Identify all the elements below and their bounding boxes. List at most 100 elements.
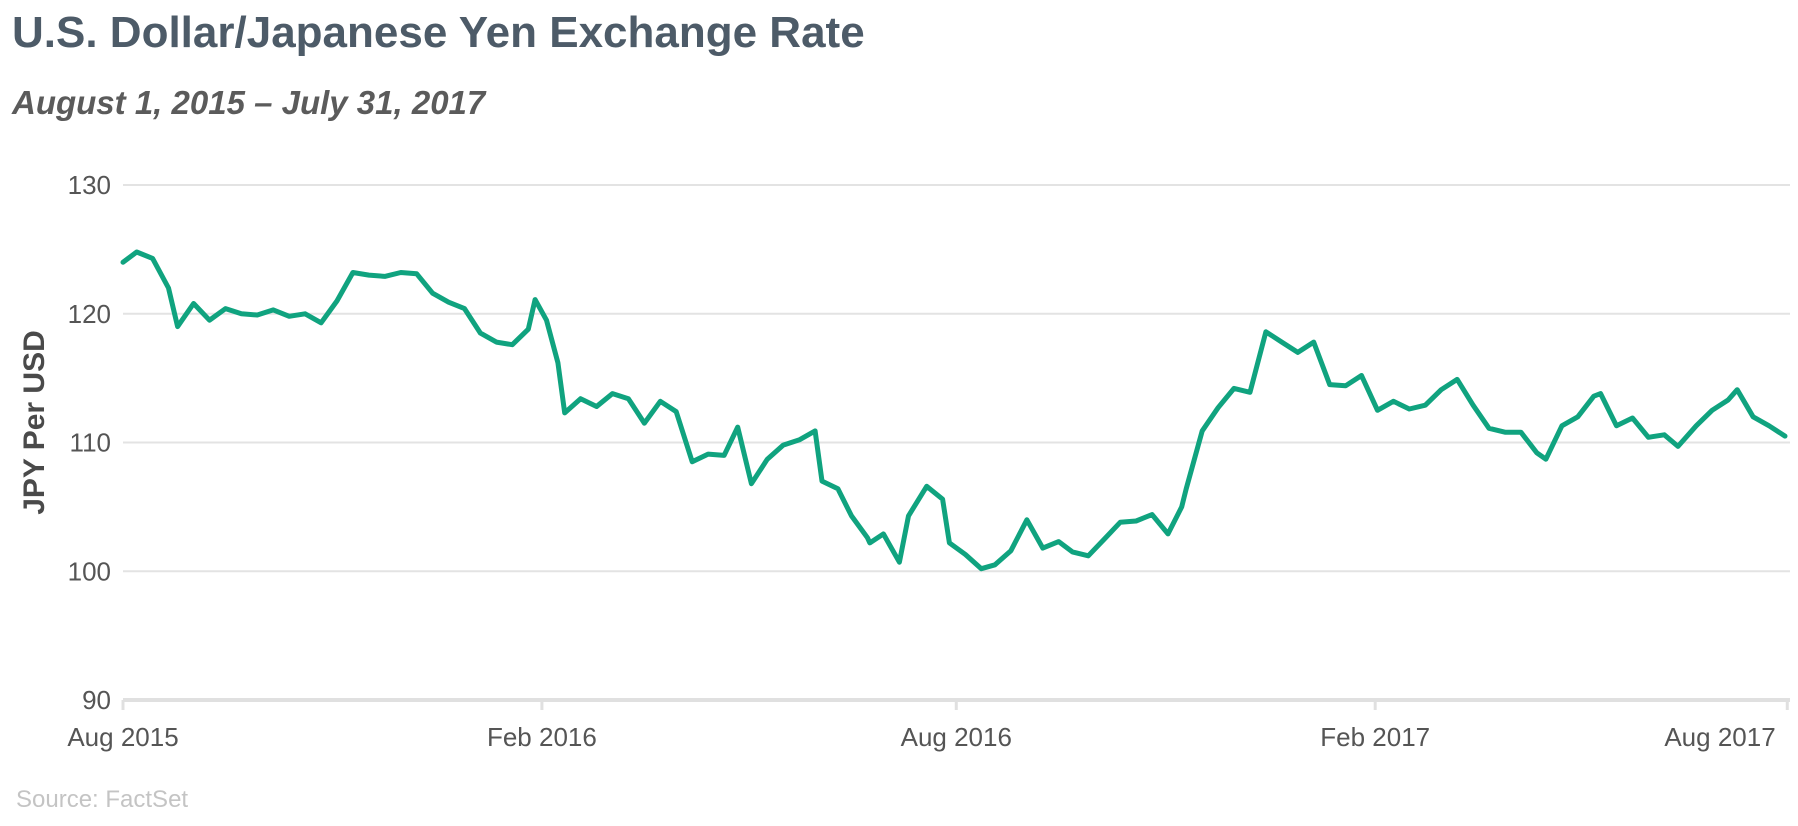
data-point (1311, 340, 1316, 345)
data-point (533, 297, 538, 302)
y-tick-label: 120 (68, 299, 111, 329)
data-point (1575, 414, 1580, 419)
data-point (134, 250, 139, 255)
data-point (594, 404, 599, 409)
data-point (1710, 408, 1715, 413)
data-point (820, 479, 825, 484)
data-point (1232, 386, 1237, 391)
data-point (335, 298, 340, 303)
data-point (690, 459, 695, 464)
data-point (350, 270, 355, 275)
data-point (150, 256, 155, 261)
data-point (1263, 329, 1268, 334)
data-point (1134, 519, 1139, 524)
series-line-0 (120, 249, 1788, 572)
data-point (1184, 486, 1189, 491)
data-point (749, 481, 754, 486)
data-point (610, 391, 615, 396)
data-point (121, 260, 126, 265)
data-point (1598, 391, 1603, 396)
chart-title: U.S. Dollar/Japanese Yen Exchange Rate (12, 8, 865, 57)
data-point (526, 327, 531, 332)
data-point (1102, 537, 1107, 542)
data-point (924, 484, 929, 489)
data-point (1070, 549, 1075, 554)
data-point (1662, 432, 1667, 437)
data-point (255, 313, 260, 318)
data-point (735, 425, 740, 430)
data-point (1559, 423, 1564, 428)
data-point (706, 452, 711, 457)
data-point (1503, 430, 1508, 435)
data-point (1008, 548, 1013, 553)
data-point (303, 311, 308, 316)
data-point (1751, 414, 1756, 419)
y-axis-title: JPY Per USD (18, 330, 51, 515)
data-point (1591, 394, 1596, 399)
data-point (1118, 520, 1123, 525)
data-point (993, 562, 998, 567)
data-point (1694, 423, 1699, 428)
series-layer (120, 249, 1788, 572)
data-point (626, 396, 631, 401)
data-point (835, 486, 840, 491)
data-point (462, 306, 467, 311)
data-point (1150, 512, 1155, 517)
data-point (797, 437, 802, 442)
data-point (478, 331, 483, 336)
data-point (1040, 546, 1045, 551)
data-point (1279, 340, 1284, 345)
data-point (1375, 408, 1380, 413)
data-point (1179, 504, 1184, 509)
data-point (398, 270, 403, 275)
data-point (1216, 405, 1221, 410)
data-point (1630, 416, 1635, 421)
data-point (555, 360, 560, 365)
data-point (287, 314, 292, 319)
data-point (271, 307, 276, 312)
data-point (765, 457, 770, 462)
x-tick-label: Feb 2016 (487, 722, 597, 752)
data-point (166, 286, 171, 291)
data-point (1726, 398, 1731, 403)
data-point (1471, 403, 1476, 408)
data-point (781, 443, 786, 448)
data-point (414, 271, 419, 276)
data-point (674, 409, 679, 414)
data-point (430, 291, 435, 296)
data-point (1391, 399, 1396, 404)
data-point (1439, 387, 1444, 392)
x-axis: Aug 2015 Feb 2016 Aug 2016 Feb 2017 Aug 2017 (67, 698, 1790, 752)
data-point (578, 396, 583, 401)
data-point (239, 311, 244, 316)
data-point (940, 497, 945, 502)
data-point (1646, 435, 1651, 440)
source-note: Source: FactSet (16, 786, 189, 813)
data-point (1343, 383, 1348, 388)
x-tick-label: Aug 2016 (901, 722, 1012, 752)
x-tick-label: Feb 2017 (1320, 722, 1430, 752)
data-point (1423, 403, 1428, 408)
data-point (849, 513, 854, 518)
data-point (658, 399, 663, 404)
data-point (446, 300, 451, 305)
data-point (1676, 444, 1681, 449)
data-point (510, 342, 515, 347)
data-point (191, 301, 196, 306)
y-tick-label: 130 (68, 170, 111, 200)
data-point (897, 560, 902, 565)
data-point (1518, 430, 1523, 435)
data-point (867, 540, 872, 545)
y-tick-label: 110 (70, 428, 111, 458)
data-point (562, 410, 567, 415)
data-point (1614, 423, 1619, 428)
data-point (1407, 407, 1412, 412)
data-point (207, 318, 212, 323)
data-point (1735, 387, 1740, 392)
data-point (223, 306, 228, 311)
y-tick-label: 90 (82, 685, 111, 715)
data-point (366, 273, 371, 278)
data-point (1248, 390, 1253, 395)
data-point (494, 340, 499, 345)
